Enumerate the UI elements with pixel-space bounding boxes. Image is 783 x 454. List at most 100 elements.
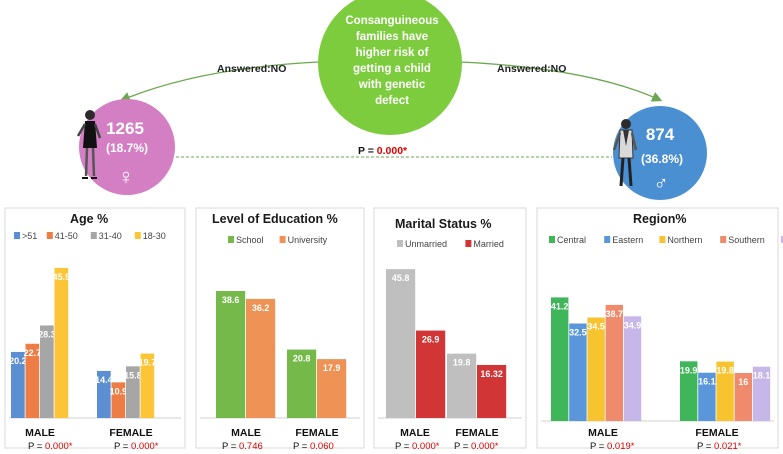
- bar: [25, 343, 40, 418]
- bar-value-label: 45.8: [392, 273, 410, 283]
- right-arrow: [459, 61, 663, 102]
- legend-item: School: [228, 235, 264, 245]
- bar: [569, 323, 587, 421]
- legend-swatch: [397, 240, 403, 247]
- bar-value-label: 19.8: [453, 358, 471, 368]
- bar-value-label: 26.9: [422, 335, 440, 345]
- legend-swatch: [134, 232, 141, 239]
- bar: [680, 361, 698, 421]
- group-p-value: P = 0.000*: [454, 441, 499, 452]
- bar: [698, 372, 716, 421]
- group-label: FEMALE: [295, 427, 338, 439]
- bar: [551, 297, 569, 421]
- chart-marital: Marital Status % Unmarried Married 45.8 26.9…: [373, 207, 527, 452]
- legend-label: >51: [22, 231, 37, 241]
- legend-label: Eastern: [612, 235, 643, 245]
- bar-value-label: 10.9: [110, 386, 128, 396]
- legend-item: Western: [781, 236, 783, 243]
- group-p-value: P = 0.000*: [28, 441, 73, 452]
- chart-title: Region%: [633, 212, 686, 226]
- p-label: P =: [395, 441, 412, 452]
- center-statement: Consanguineous families have higher risk o…: [345, 15, 438, 107]
- legend-swatch: [549, 236, 555, 243]
- group-label: MALE: [231, 427, 261, 439]
- group-p-value: P = 0.021*: [697, 441, 742, 452]
- bar: [97, 370, 111, 418]
- male-percent: (36.8%): [641, 152, 683, 166]
- legend-label: Northern: [667, 235, 702, 245]
- p-label: P =: [114, 441, 131, 452]
- legend-swatch: [604, 236, 611, 243]
- bar-value-label: 16.32: [480, 369, 503, 379]
- woman-figure-icon: [76, 110, 102, 179]
- center-circle: [318, 0, 462, 135]
- legend-label: 41-50: [55, 231, 78, 241]
- legend-swatch: [279, 236, 286, 243]
- bar-value-label: 34.9: [624, 320, 642, 330]
- p-number: 0.000*: [412, 441, 440, 452]
- bar-value-label: 41.2: [551, 301, 569, 311]
- legend-swatch: [659, 236, 666, 243]
- legend-item: 41-50: [46, 231, 78, 241]
- group-label: FEMALE: [455, 427, 498, 439]
- legend-swatch: [465, 240, 472, 247]
- legend-item: University: [279, 235, 328, 245]
- bar: [126, 366, 140, 418]
- bar-value-label: 28.3: [38, 329, 56, 339]
- group-p-value: P = 0.000*: [395, 441, 440, 452]
- bar-value-label: 20.8: [293, 354, 311, 364]
- bar-value-label: 14.4: [95, 375, 113, 385]
- bar-value-label: 16.1: [698, 377, 716, 387]
- bar-value-label: 16: [738, 377, 748, 387]
- p-label: P =: [590, 441, 607, 452]
- legend-item: Eastern: [604, 235, 643, 245]
- group-label: MALE: [588, 427, 618, 439]
- bar: [317, 359, 347, 418]
- p-label: P =: [454, 441, 471, 452]
- bar-value-label: 19.9: [680, 365, 698, 375]
- female-count: 1265: [106, 119, 144, 138]
- p-number: 0.746: [239, 441, 263, 452]
- chart-title: Marital Status %: [395, 217, 492, 231]
- bar: [734, 373, 752, 421]
- legend-item: Northern: [659, 235, 702, 245]
- legend-label: School: [236, 235, 264, 245]
- group-label: MALE: [400, 427, 430, 439]
- center-text-line: Consanguineous: [345, 15, 438, 27]
- left-arrow-label: Answered:NO: [217, 63, 286, 75]
- bar: [605, 304, 623, 421]
- female-circle: [79, 99, 175, 195]
- legend-item: 18-30: [134, 231, 166, 241]
- bar: [752, 366, 771, 421]
- bar: [216, 291, 246, 418]
- bar-value-label: 34.5: [587, 322, 605, 332]
- p-label: P =: [697, 441, 714, 452]
- bar-value-label: 19.8: [716, 366, 734, 376]
- group-p-value: P = 0.000*: [114, 441, 159, 452]
- bar-value-label: 32.5: [569, 328, 587, 338]
- bar-value-label: 18.1: [753, 371, 771, 381]
- bar-value-label: 38.7: [606, 309, 624, 319]
- legend-label: 31-40: [99, 231, 122, 241]
- p-label: P =: [28, 441, 45, 452]
- center-text-line: getting a child: [353, 63, 431, 75]
- group-label: MALE: [25, 427, 55, 439]
- p-number: 0.019*: [607, 441, 635, 452]
- legend-label: Southern: [728, 235, 765, 245]
- chart-title: Level of Education %: [212, 212, 338, 226]
- man-figure-icon: [612, 119, 638, 187]
- bar-value-label: 22.7: [24, 348, 42, 358]
- bar-value-label: 45.9: [53, 272, 71, 282]
- bar: [287, 349, 317, 418]
- chart-title: Age %: [70, 212, 108, 226]
- group-label: FEMALE: [695, 427, 738, 439]
- bar: [11, 351, 25, 418]
- bar-value-label: 17.9: [323, 363, 341, 373]
- group-label: FEMALE: [109, 427, 152, 439]
- legend-swatch: [720, 236, 727, 243]
- bar-value-label: 15.8: [124, 370, 142, 380]
- legend-swatch: [46, 232, 53, 239]
- left-arrow: [119, 61, 319, 102]
- bar-value-label: 20.2: [9, 356, 27, 366]
